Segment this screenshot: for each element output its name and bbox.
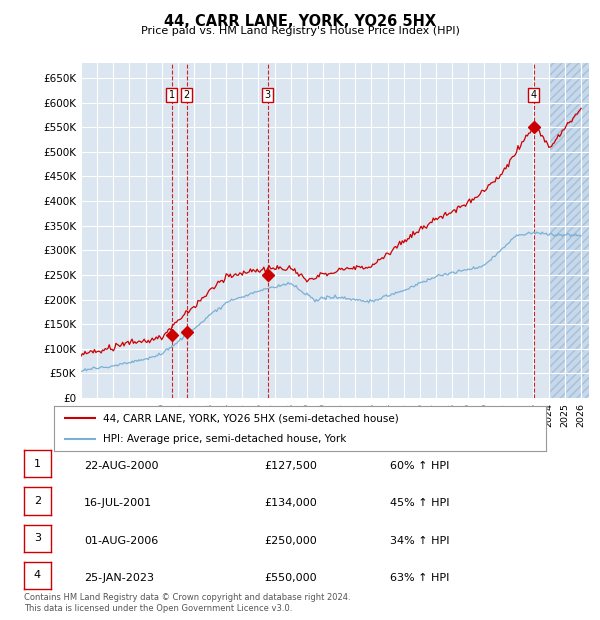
Text: £127,500: £127,500 bbox=[264, 461, 317, 471]
Text: 25-JAN-2023: 25-JAN-2023 bbox=[84, 573, 154, 583]
Text: 3: 3 bbox=[265, 90, 271, 100]
Text: 22-AUG-2000: 22-AUG-2000 bbox=[84, 461, 158, 471]
Text: 2: 2 bbox=[34, 496, 41, 506]
Text: 34% ↑ HPI: 34% ↑ HPI bbox=[390, 536, 449, 546]
Text: £250,000: £250,000 bbox=[264, 536, 317, 546]
Text: HPI: Average price, semi-detached house, York: HPI: Average price, semi-detached house,… bbox=[103, 434, 347, 444]
Text: 63% ↑ HPI: 63% ↑ HPI bbox=[390, 573, 449, 583]
Text: 3: 3 bbox=[34, 533, 41, 543]
Bar bbox=[549, 63, 589, 398]
Text: Contains HM Land Registry data © Crown copyright and database right 2024.
This d: Contains HM Land Registry data © Crown c… bbox=[24, 593, 350, 613]
Text: 01-AUG-2006: 01-AUG-2006 bbox=[84, 536, 158, 546]
Text: 1: 1 bbox=[34, 459, 41, 469]
Text: 44, CARR LANE, YORK, YO26 5HX: 44, CARR LANE, YORK, YO26 5HX bbox=[164, 14, 436, 29]
Text: 60% ↑ HPI: 60% ↑ HPI bbox=[390, 461, 449, 471]
Text: Price paid vs. HM Land Registry's House Price Index (HPI): Price paid vs. HM Land Registry's House … bbox=[140, 26, 460, 36]
Text: 1: 1 bbox=[169, 90, 175, 100]
Text: 4: 4 bbox=[34, 570, 41, 580]
Text: 16-JUL-2001: 16-JUL-2001 bbox=[84, 498, 152, 508]
Text: 2: 2 bbox=[184, 90, 190, 100]
Text: 45% ↑ HPI: 45% ↑ HPI bbox=[390, 498, 449, 508]
Text: 44, CARR LANE, YORK, YO26 5HX (semi-detached house): 44, CARR LANE, YORK, YO26 5HX (semi-deta… bbox=[103, 414, 399, 423]
Text: 4: 4 bbox=[531, 90, 537, 100]
Text: £550,000: £550,000 bbox=[264, 573, 317, 583]
Text: £134,000: £134,000 bbox=[264, 498, 317, 508]
